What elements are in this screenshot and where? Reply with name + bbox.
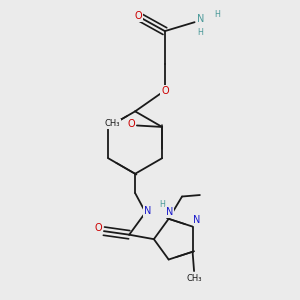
- Text: O: O: [161, 85, 169, 96]
- Text: O: O: [94, 223, 102, 233]
- Text: H: H: [214, 10, 220, 19]
- Text: H: H: [159, 200, 165, 209]
- Text: N: N: [144, 206, 151, 216]
- Text: O: O: [128, 119, 135, 129]
- Text: O: O: [134, 11, 142, 21]
- Text: N: N: [197, 14, 204, 24]
- Text: CH₃: CH₃: [105, 119, 120, 128]
- Text: CH₃: CH₃: [187, 274, 203, 283]
- Text: N: N: [193, 215, 201, 225]
- Text: H: H: [198, 28, 203, 37]
- Text: N: N: [166, 207, 173, 217]
